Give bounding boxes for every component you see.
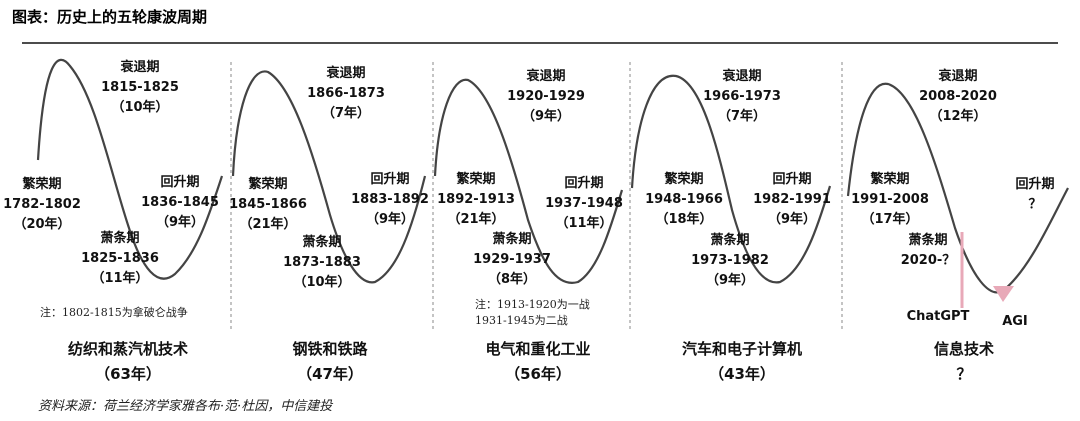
depression-label: （10年） <box>293 274 350 290</box>
wave-3-curve <box>433 78 624 284</box>
wave5-markers <box>960 232 1014 308</box>
recession-label: 2008-2020 <box>919 89 997 104</box>
prosperity-label: 1991-2008 <box>851 192 929 207</box>
cycle-length: （56年） <box>505 365 571 383</box>
prosperity-label: （17年） <box>861 211 918 227</box>
prosperity-label: （20年） <box>13 216 70 232</box>
recovery-label: 1937-1948 <box>545 196 623 211</box>
prosperity-label: （21年） <box>239 216 296 232</box>
depression-label: （8年） <box>488 271 536 287</box>
cycle-length: （43年） <box>709 365 775 383</box>
prosperity-label: 1948-1966 <box>645 192 723 207</box>
source-note: 资料来源：荷兰经济学家雅各布·范·杜因，中信建投 <box>38 398 333 414</box>
technology-label: 信息技术 <box>934 340 994 358</box>
recovery-label: 1883-1892 <box>351 192 429 207</box>
wave-2-curve <box>231 70 427 284</box>
wave-dividers <box>230 62 843 330</box>
recovery-label: 回升期 <box>564 175 603 191</box>
technology-label: 钢铁和铁路 <box>292 340 368 358</box>
recession-label: 1966-1973 <box>703 89 781 104</box>
depression-label: （11年） <box>91 270 148 286</box>
recovery-label: 1836-1845 <box>141 195 219 210</box>
recovery-label: （11年） <box>555 215 612 231</box>
recovery-label: 回升期 <box>772 171 811 187</box>
recession-label: 衰退期 <box>525 68 565 84</box>
prosperity-label: 1845-1866 <box>229 197 307 212</box>
prosperity-label: 1892-1913 <box>437 192 515 207</box>
depression-label: 萧条期 <box>302 234 341 250</box>
recession-label: （9年） <box>522 108 570 124</box>
recession-label: （7年） <box>322 105 370 121</box>
cycle-length: （63年） <box>95 365 161 383</box>
recession-label: 1920-1929 <box>507 89 585 104</box>
prosperity-label: （18年） <box>655 211 712 227</box>
prosperity-label: 繁荣期 <box>456 171 495 187</box>
wave-5-curve <box>846 82 1069 294</box>
depression-label: 1973-1982 <box>691 253 769 268</box>
depression-label: 2020-？ <box>901 253 956 268</box>
recovery-label: 回升期 <box>160 174 199 190</box>
depression-label: 1929-1937 <box>473 252 551 267</box>
recession-label: 衰退期 <box>325 65 365 81</box>
wave-curves <box>36 58 1069 294</box>
recession-label: （12年） <box>929 108 986 124</box>
technology-label: 电气和重化工业 <box>485 340 590 358</box>
prosperity-label: 繁荣期 <box>248 176 287 192</box>
recession-label: 1866-1873 <box>307 86 385 101</box>
recession-label: （10年） <box>111 99 168 115</box>
prosperity-label: 繁荣期 <box>22 176 61 192</box>
war-note: 注：1913-1920为一战 <box>475 297 590 311</box>
recession-label: 衰退期 <box>721 68 761 84</box>
recession-label: 1815-1825 <box>101 80 179 95</box>
recession-label: （7年） <box>718 108 766 124</box>
recovery-label: （9年） <box>768 211 816 227</box>
recovery-label: 1982-1991 <box>753 192 831 207</box>
wave-1-curve <box>36 58 224 280</box>
cycle-length: ？ <box>956 365 971 383</box>
phase-labels: 繁荣期 1782-1802 （20年） 衰退期 1815-1825 （10年） 萧条期 182… <box>3 59 1054 383</box>
chatgpt-label: ChatGPT <box>907 309 970 324</box>
recession-label: 衰退期 <box>937 68 977 84</box>
recession-label: 衰退期 <box>119 59 159 75</box>
war-note: 注：1802-1815为拿破仑战争 <box>40 305 188 319</box>
depression-label: 萧条期 <box>908 232 947 248</box>
depression-label: 萧条期 <box>710 232 749 248</box>
depression-label: （9年） <box>706 272 754 288</box>
prosperity-label: 繁荣期 <box>870 171 909 187</box>
recovery-label: 回升期 <box>1015 176 1054 192</box>
recovery-label: （9年） <box>156 214 204 230</box>
prosperity-label: 繁荣期 <box>664 171 703 187</box>
recovery-label: 回升期 <box>370 171 409 187</box>
recovery-label: ？ <box>1028 197 1041 212</box>
technology-label: 汽车和电子计算机 <box>682 340 802 358</box>
depression-label: 萧条期 <box>492 231 531 247</box>
wave-4-curve <box>630 74 832 284</box>
cycle-length: （47年） <box>297 365 363 383</box>
agi-label: AGI <box>1002 314 1028 329</box>
agi-marker <box>993 286 1014 302</box>
prosperity-label: 1782-1802 <box>3 197 81 212</box>
chart-title: 图表：历史上的五轮康波周期 <box>12 8 207 26</box>
recovery-label: （9年） <box>366 211 414 227</box>
war-note: 1931-1945为二战 <box>475 314 568 327</box>
depression-label: 萧条期 <box>100 230 139 246</box>
technology-label: 纺织和蒸汽机技术 <box>68 340 188 358</box>
depression-label: 1873-1883 <box>283 255 361 270</box>
prosperity-label: （21年） <box>447 211 504 227</box>
depression-label: 1825-1836 <box>81 251 159 266</box>
